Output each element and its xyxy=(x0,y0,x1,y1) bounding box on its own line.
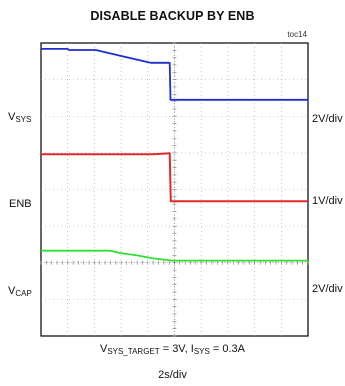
timebase-label: 2s/div xyxy=(158,369,187,381)
traces xyxy=(41,48,308,262)
chart-title: DISABLE BACKUP BY ENB xyxy=(90,9,255,23)
scale-label-vcap: 2V/div xyxy=(312,283,343,295)
channel-label-enb: ENB xyxy=(9,198,32,210)
caption-p1: V xyxy=(100,343,108,355)
scale-label-vsys: 2V/div xyxy=(312,113,343,125)
trace-vsys xyxy=(41,48,308,101)
caption-p2-sub: SYS xyxy=(193,347,210,356)
caption-p1-sub: SYS_TARGET xyxy=(107,347,160,356)
channel-label-vcap-sub: CAP xyxy=(15,289,32,298)
figure-tag: toc14 xyxy=(287,30,307,39)
trace-vcap xyxy=(41,249,308,262)
channel-label-vsys-sub: SYS xyxy=(15,115,32,124)
grid xyxy=(40,42,309,337)
trace-enb xyxy=(41,152,308,203)
caption-p3: = 0.3A xyxy=(209,343,245,355)
caption-p2: = 3V, I xyxy=(159,343,194,355)
channel-label-vsys-main: V xyxy=(8,111,16,123)
scale-label-enb: 1V/div xyxy=(312,195,343,207)
test-conditions: VSYS_TARGET = 3V, ISYS = 0.3A xyxy=(0,343,345,356)
channel-label-vcap-main: V xyxy=(8,285,16,297)
channel-label-enb-main: ENB xyxy=(9,198,32,210)
channel-label-vsys: VSYS xyxy=(8,111,31,124)
channel-label-vcap: VCAP xyxy=(8,285,32,298)
